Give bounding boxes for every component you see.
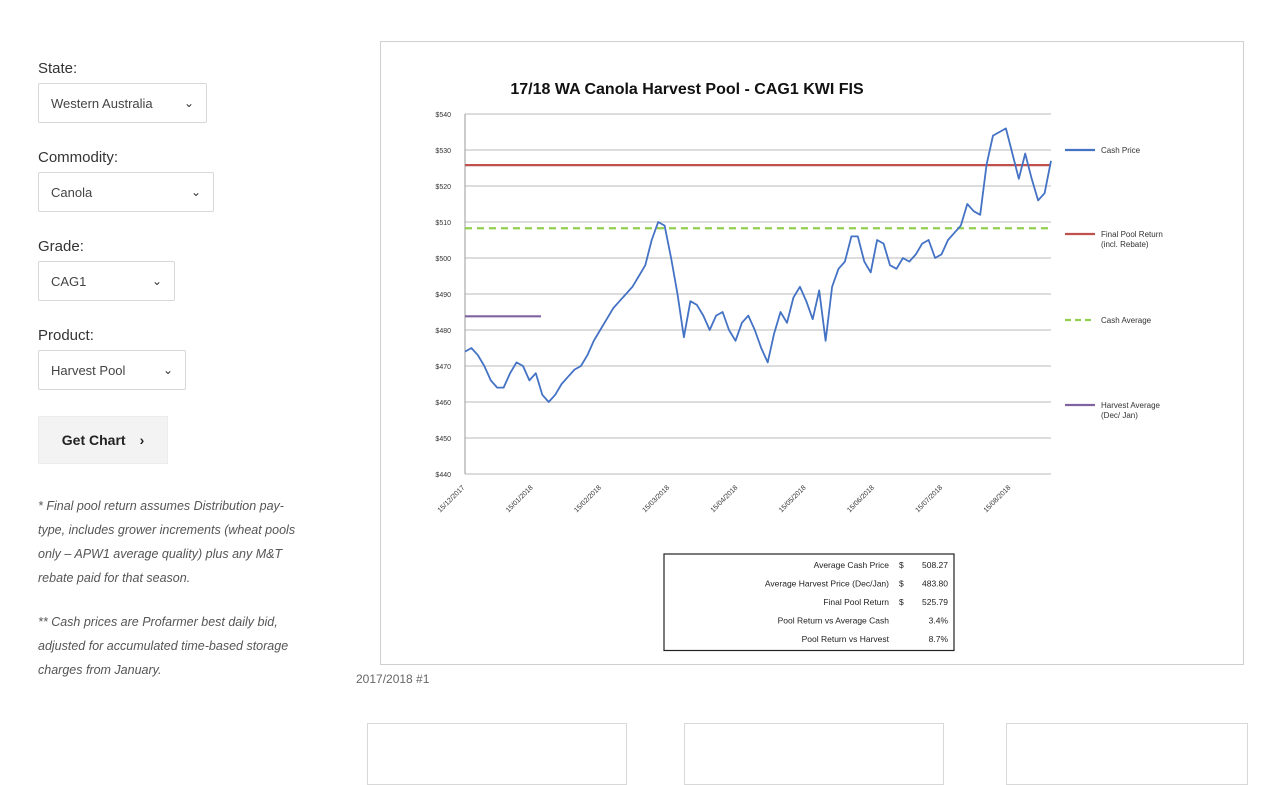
cash-price-note: ** Cash prices are Profarmer best daily … bbox=[38, 615, 289, 677]
summary-value: 483.80 bbox=[922, 579, 948, 589]
state-select[interactable]: Western Australia ⌄ bbox=[38, 83, 207, 123]
commodity-select-value: Canola bbox=[51, 184, 93, 200]
x-tick-label: 15/01/2018 bbox=[505, 484, 535, 514]
grade-select[interactable]: CAG1 ⌄ bbox=[38, 261, 175, 301]
legend-label: Cash Average bbox=[1101, 316, 1152, 325]
summary-value: 525.79 bbox=[922, 597, 948, 607]
state-select-value: Western Australia bbox=[51, 95, 153, 111]
commodity-select[interactable]: Canola ⌄ bbox=[38, 172, 214, 212]
summary-currency: $ bbox=[899, 579, 904, 589]
product-select-value: Harvest Pool bbox=[51, 362, 126, 378]
x-tick-label: 15/05/2018 bbox=[778, 484, 808, 514]
chevron-down-icon: ⌄ bbox=[151, 274, 162, 288]
y-tick-label: $490 bbox=[435, 292, 451, 299]
grade-select-value: CAG1 bbox=[51, 273, 87, 289]
price-chart: 17/18 WA Canola Harvest Pool - CAG1 KWI … bbox=[435, 81, 1163, 652]
y-tick-label: $440 bbox=[435, 472, 451, 479]
x-tick-label: 15/02/2018 bbox=[573, 484, 603, 514]
summary-label: Pool Return vs Harvest bbox=[802, 634, 890, 644]
chart-caption: 2017/2018 #1 bbox=[356, 672, 430, 686]
chart-image-frame: 17/18 WA Canola Harvest Pool - CAG1 KWI … bbox=[380, 41, 1244, 665]
x-tick-label: 15/07/2018 bbox=[914, 484, 944, 514]
y-tick-label: $480 bbox=[435, 328, 451, 335]
chart-thumbnail-1[interactable] bbox=[367, 723, 627, 785]
y-tick-label: $510 bbox=[435, 220, 451, 227]
legend-label: Final Pool Return (incl. Rebate) bbox=[1101, 230, 1163, 249]
x-tick-label: 15/06/2018 bbox=[846, 484, 876, 514]
summary-label: Average Cash Price bbox=[814, 560, 890, 570]
summary-table bbox=[663, 553, 955, 652]
x-tick-label: 15/08/2018 bbox=[983, 484, 1013, 514]
y-tick-label: $530 bbox=[435, 148, 451, 155]
chart-thumbnail-3[interactable] bbox=[1006, 723, 1248, 785]
pool-return-note: * Final pool return assumes Distribution… bbox=[38, 499, 296, 585]
chevron-down-icon: ⌄ bbox=[183, 96, 194, 110]
state-label: State: bbox=[38, 60, 78, 77]
summary-label: Pool Return vs Average Cash bbox=[778, 616, 890, 626]
chevron-right-icon: › bbox=[139, 432, 145, 448]
summary-currency: $ bbox=[899, 560, 904, 570]
legend-label: Cash Price bbox=[1101, 146, 1141, 155]
product-label: Product: bbox=[38, 327, 94, 344]
summary-value: 3.4% bbox=[929, 616, 949, 626]
get-chart-button[interactable]: Get Chart › bbox=[38, 416, 168, 464]
summary-label: Average Harvest Price (Dec/Jan) bbox=[765, 579, 889, 589]
chevron-down-icon: ⌄ bbox=[190, 185, 201, 199]
summary-currency: $ bbox=[899, 597, 904, 607]
y-tick-label: $540 bbox=[435, 112, 451, 119]
summary-label: Final Pool Return bbox=[823, 597, 889, 607]
x-tick-label: 15/04/2018 bbox=[710, 484, 740, 514]
chart-thumbnail-2[interactable] bbox=[684, 723, 944, 785]
y-tick-label: $520 bbox=[435, 184, 451, 191]
chevron-down-icon: ⌄ bbox=[162, 363, 173, 377]
x-tick-label: 15/03/2018 bbox=[641, 484, 671, 514]
y-tick-label: $460 bbox=[435, 400, 451, 407]
x-tick-label: 15/12/2017 bbox=[437, 484, 467, 514]
summary-value: 8.7% bbox=[929, 634, 949, 644]
product-select[interactable]: Harvest Pool ⌄ bbox=[38, 350, 186, 390]
get-chart-label: Get Chart bbox=[61, 432, 126, 448]
chart-title: 17/18 WA Canola Harvest Pool - CAG1 KWI … bbox=[510, 81, 864, 98]
y-tick-label: $450 bbox=[435, 436, 451, 443]
commodity-label: Commodity: bbox=[38, 149, 119, 166]
summary-value: 508.27 bbox=[922, 560, 948, 570]
chart-filter-form: State: Western Australia ⌄ Commodity: Ca… bbox=[38, 60, 328, 682]
y-tick-label: $500 bbox=[435, 256, 451, 263]
grade-label: Grade: bbox=[38, 238, 84, 255]
legend-label: Harvest Average (Dec/ Jan) bbox=[1101, 401, 1161, 420]
cash-price-line bbox=[464, 127, 1052, 403]
y-tick-label: $470 bbox=[435, 364, 451, 371]
